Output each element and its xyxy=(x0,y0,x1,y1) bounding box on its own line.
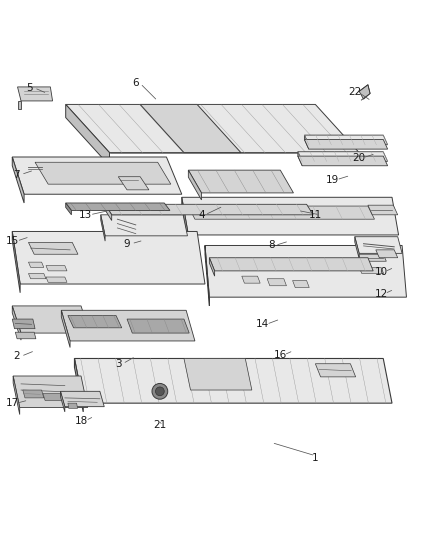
Polygon shape xyxy=(368,205,398,215)
Polygon shape xyxy=(23,390,44,398)
Polygon shape xyxy=(18,101,21,109)
Polygon shape xyxy=(140,104,241,152)
Polygon shape xyxy=(12,231,20,293)
Text: 22: 22 xyxy=(348,87,361,97)
Polygon shape xyxy=(304,135,309,149)
Text: 5: 5 xyxy=(26,83,33,93)
Polygon shape xyxy=(184,359,252,390)
Polygon shape xyxy=(298,156,388,166)
Polygon shape xyxy=(304,135,388,145)
Polygon shape xyxy=(68,403,78,408)
Polygon shape xyxy=(28,243,78,254)
Polygon shape xyxy=(209,258,215,276)
Polygon shape xyxy=(376,250,398,258)
Polygon shape xyxy=(74,359,83,412)
Text: 20: 20 xyxy=(353,153,366,163)
Polygon shape xyxy=(304,140,388,149)
Polygon shape xyxy=(12,157,24,203)
Polygon shape xyxy=(66,203,71,215)
Polygon shape xyxy=(28,262,44,268)
Polygon shape xyxy=(66,203,170,211)
Polygon shape xyxy=(35,162,171,184)
Text: 11: 11 xyxy=(309,210,322,220)
Text: 1: 1 xyxy=(312,454,319,463)
Text: 8: 8 xyxy=(268,240,275,251)
Polygon shape xyxy=(12,157,182,194)
Polygon shape xyxy=(74,359,392,403)
Text: 14: 14 xyxy=(256,319,269,329)
Polygon shape xyxy=(355,237,402,253)
Polygon shape xyxy=(359,268,384,273)
Polygon shape xyxy=(43,393,67,400)
Text: 2: 2 xyxy=(13,351,20,361)
Polygon shape xyxy=(60,391,104,407)
Polygon shape xyxy=(205,246,209,306)
Text: 16: 16 xyxy=(274,350,287,360)
Polygon shape xyxy=(61,310,70,348)
Text: 17: 17 xyxy=(6,398,19,408)
Polygon shape xyxy=(13,376,88,408)
Text: 21: 21 xyxy=(153,420,166,430)
Polygon shape xyxy=(182,197,188,244)
Polygon shape xyxy=(61,310,195,341)
Polygon shape xyxy=(359,85,370,99)
Polygon shape xyxy=(66,104,359,152)
Polygon shape xyxy=(242,276,260,283)
Polygon shape xyxy=(118,177,149,190)
Polygon shape xyxy=(28,273,46,279)
Polygon shape xyxy=(12,306,90,333)
Polygon shape xyxy=(182,197,399,235)
Polygon shape xyxy=(188,170,201,200)
Polygon shape xyxy=(188,170,293,193)
Polygon shape xyxy=(15,332,36,339)
Polygon shape xyxy=(293,280,309,287)
Polygon shape xyxy=(66,104,110,166)
Circle shape xyxy=(155,387,164,395)
Polygon shape xyxy=(12,306,21,340)
Text: 18: 18 xyxy=(74,416,88,426)
Polygon shape xyxy=(298,152,388,161)
Polygon shape xyxy=(205,246,406,297)
Text: 12: 12 xyxy=(374,289,388,298)
Polygon shape xyxy=(101,215,105,241)
Text: 19: 19 xyxy=(326,175,339,185)
Circle shape xyxy=(152,383,168,399)
Polygon shape xyxy=(267,279,286,286)
Polygon shape xyxy=(101,215,187,236)
Polygon shape xyxy=(188,206,374,219)
Text: 13: 13 xyxy=(79,210,92,220)
Polygon shape xyxy=(315,364,356,377)
Polygon shape xyxy=(60,391,65,412)
Polygon shape xyxy=(105,204,112,221)
Polygon shape xyxy=(13,376,20,415)
Polygon shape xyxy=(18,87,53,101)
Polygon shape xyxy=(127,319,189,333)
Polygon shape xyxy=(46,277,67,282)
Polygon shape xyxy=(12,231,205,284)
Polygon shape xyxy=(68,316,122,328)
Text: 10: 10 xyxy=(374,266,388,277)
Polygon shape xyxy=(298,152,302,166)
Polygon shape xyxy=(358,254,386,261)
Polygon shape xyxy=(355,237,359,259)
Text: 3: 3 xyxy=(115,359,122,369)
Polygon shape xyxy=(46,265,67,271)
Text: 15: 15 xyxy=(6,236,19,246)
Polygon shape xyxy=(12,319,35,329)
Text: 9: 9 xyxy=(124,239,131,249)
Text: 7: 7 xyxy=(13,169,20,180)
Polygon shape xyxy=(209,258,373,271)
Text: 4: 4 xyxy=(198,210,205,220)
Polygon shape xyxy=(105,204,313,215)
Text: 6: 6 xyxy=(132,78,139,88)
